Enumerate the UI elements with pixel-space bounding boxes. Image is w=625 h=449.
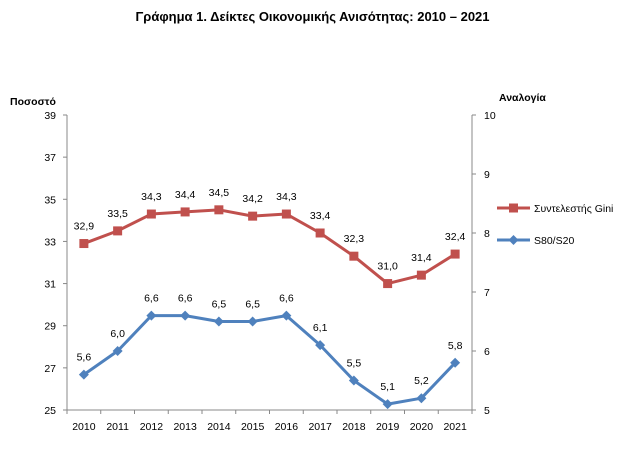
left-tick-label: 31 <box>44 279 56 291</box>
data-point-marker <box>112 346 123 356</box>
data-point-marker <box>383 279 393 289</box>
data-label: 33,4 <box>310 210 331 222</box>
data-point-marker <box>146 209 156 219</box>
data-label: 5,6 <box>77 352 92 364</box>
data-point-marker <box>78 369 89 380</box>
data-point-marker <box>348 375 359 386</box>
x-tick-label: 2021 <box>443 421 467 433</box>
data-label: 5,8 <box>448 340 463 352</box>
x-tick-label: 2015 <box>241 421 265 433</box>
chart-title: Γράφημα 1. Δείκτες Οικονομικής Ανισότητα… <box>135 9 490 24</box>
data-point-marker <box>416 393 427 404</box>
legend-label: S80/S20 <box>534 235 574 247</box>
data-point-marker <box>180 207 190 217</box>
data-label: 6,0 <box>110 328 125 340</box>
left-tick-label: 35 <box>44 194 56 206</box>
x-tick-label: 2020 <box>410 421 434 433</box>
data-point-marker <box>382 399 393 410</box>
data-label: 6,6 <box>144 293 159 305</box>
left-tick-label: 33 <box>44 236 56 248</box>
data-label: 6,6 <box>178 293 193 305</box>
data-label: 33,5 <box>107 208 128 220</box>
data-point-marker <box>450 357 461 368</box>
data-point-marker <box>450 249 460 259</box>
right-tick-label: 6 <box>484 346 490 358</box>
data-label: 6,6 <box>279 293 294 305</box>
data-label: 31,4 <box>411 252 432 264</box>
data-point-marker <box>79 239 89 249</box>
data-label: 34,4 <box>175 189 196 201</box>
x-tick-label: 2012 <box>140 421 164 433</box>
data-label: 6,1 <box>313 322 328 334</box>
data-label: 6,5 <box>212 299 227 311</box>
x-tick-label: 2019 <box>376 421 400 433</box>
data-label: 5,1 <box>380 381 395 393</box>
data-label: 32,3 <box>344 233 365 245</box>
data-point-marker <box>281 310 292 321</box>
x-tick-label: 2016 <box>275 421 299 433</box>
data-point-marker <box>146 310 157 321</box>
right-axis-title: Αναλογία <box>499 92 546 104</box>
left-tick-label: 37 <box>44 152 56 164</box>
legend-label: Συντελεστής Gini <box>534 203 613 215</box>
left-tick-label: 29 <box>44 321 56 333</box>
x-tick-label: 2017 <box>308 421 332 433</box>
data-point-marker <box>315 340 326 351</box>
data-label: 32,9 <box>74 221 95 233</box>
x-tick-label: 2011 <box>106 421 129 433</box>
x-tick-label: 2013 <box>173 421 197 433</box>
right-tick-label: 5 <box>484 405 490 417</box>
data-label: 34,2 <box>242 193 263 205</box>
data-point-marker <box>213 316 224 327</box>
data-label: 6,5 <box>245 299 260 311</box>
right-tick-label: 9 <box>484 169 490 181</box>
right-tick-label: 8 <box>484 228 490 240</box>
data-point-marker <box>180 310 191 321</box>
data-point-marker <box>113 226 123 236</box>
right-tick-label: 10 <box>484 110 496 122</box>
data-point-marker <box>281 209 291 219</box>
series-line <box>83 314 457 406</box>
left-tick-label: 25 <box>44 405 56 417</box>
data-label: 34,5 <box>209 187 230 199</box>
data-point-marker <box>315 228 325 238</box>
data-label: 34,3 <box>141 191 162 203</box>
x-tick-label: 2018 <box>342 421 366 433</box>
left-axis-title: Ποσοστό <box>10 96 56 108</box>
legend-marker <box>508 235 519 245</box>
data-label: 5,5 <box>347 358 362 370</box>
left-tick-label: 39 <box>44 110 56 122</box>
legend-marker <box>509 203 518 213</box>
data-label: 5,2 <box>414 375 429 387</box>
data-point-marker <box>416 270 426 280</box>
data-label: 31,0 <box>377 261 398 273</box>
x-tick-label: 2010 <box>72 421 96 433</box>
data-point-marker <box>349 251 359 261</box>
left-tick-label: 27 <box>44 363 56 375</box>
data-label: 32,4 <box>445 231 466 243</box>
data-point-marker <box>247 316 258 327</box>
data-point-marker <box>248 211 258 221</box>
series-line <box>83 208 456 286</box>
data-point-marker <box>214 205 224 215</box>
data-label: 34,3 <box>276 191 297 203</box>
x-tick-label: 2014 <box>207 421 231 433</box>
right-tick-label: 7 <box>484 287 490 299</box>
